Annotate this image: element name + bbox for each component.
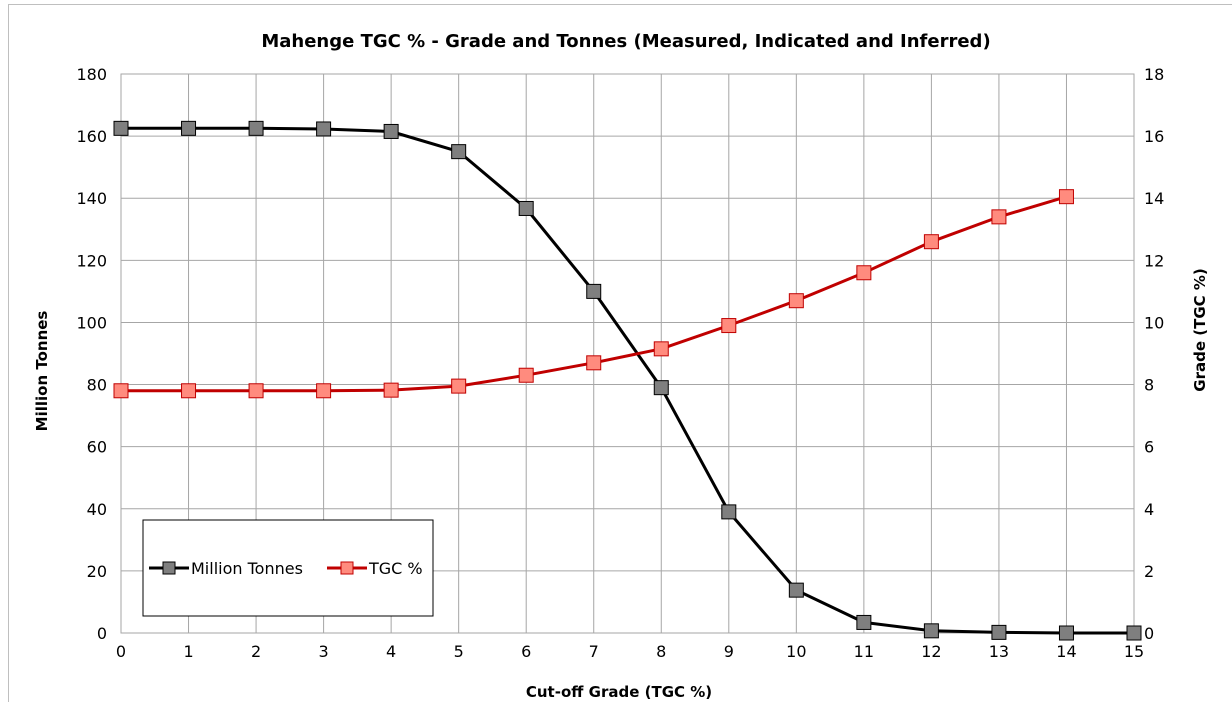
legend-marker-tgc xyxy=(340,561,354,575)
y-axis-right-title: Grade (TGC %) xyxy=(1191,268,1209,391)
data-point-0 xyxy=(923,623,939,639)
data-point-1 xyxy=(113,383,129,399)
y-left-tick-label: 120 xyxy=(76,251,107,270)
y-left-tick-label: 80 xyxy=(87,376,107,395)
data-point-0 xyxy=(383,123,399,139)
x-tick-label: 12 xyxy=(921,642,941,661)
y-right-tick-label: 6 xyxy=(1144,438,1154,457)
data-point-1 xyxy=(1058,189,1074,205)
data-point-0 xyxy=(181,120,197,136)
data-point-1 xyxy=(923,234,939,250)
data-point-1 xyxy=(991,209,1007,225)
y-right-tick-label: 4 xyxy=(1144,500,1154,519)
x-tick-label: 9 xyxy=(724,642,734,661)
x-tick-label: 11 xyxy=(854,642,874,661)
data-point-0 xyxy=(788,582,804,598)
x-tick-label: 1 xyxy=(183,642,193,661)
y-right-tick-label: 10 xyxy=(1144,313,1164,332)
y-left-tick-label: 0 xyxy=(97,624,107,643)
x-tick-label: 5 xyxy=(454,642,464,661)
legend-label-tgc: TGC % xyxy=(368,559,423,578)
legend-marker-million-tonnes xyxy=(162,561,176,575)
chart-title: Mahenge TGC % - Grade and Tonnes (Measur… xyxy=(261,31,990,52)
x-tick-label: 4 xyxy=(386,642,396,661)
x-tick-label: 14 xyxy=(1056,642,1076,661)
y-right-tick-label: 0 xyxy=(1144,624,1154,643)
y-axis-left-title: Million Tonnes xyxy=(33,311,51,432)
x-tick-label: 7 xyxy=(589,642,599,661)
data-point-0 xyxy=(518,200,534,216)
x-tick-label: 13 xyxy=(989,642,1009,661)
data-point-1 xyxy=(788,293,804,309)
y-left-tick-label: 160 xyxy=(76,127,107,146)
data-point-1 xyxy=(721,318,737,334)
y-left-tick-label: 180 xyxy=(76,65,107,84)
y-right-tick-label: 16 xyxy=(1144,127,1164,146)
x-tick-label: 10 xyxy=(786,642,806,661)
data-point-0 xyxy=(1058,625,1074,641)
x-tick-label: 6 xyxy=(521,642,531,661)
chart-canvas: Mahenge TGC % - Grade and Tonnes (Measur… xyxy=(33,31,1209,701)
data-point-1 xyxy=(856,265,872,281)
x-axis-title: Cut-off Grade (TGC %) xyxy=(526,683,712,701)
data-point-0 xyxy=(316,121,332,137)
y-left-tick-label: 20 xyxy=(87,562,107,581)
data-point-1 xyxy=(248,383,264,399)
x-tick-label: 3 xyxy=(319,642,329,661)
data-point-0 xyxy=(113,120,129,136)
data-point-1 xyxy=(518,367,534,383)
y-left-tick-label: 140 xyxy=(76,189,107,208)
y-right-tick-label: 14 xyxy=(1144,189,1164,208)
y-left-tick-label: 100 xyxy=(76,313,107,332)
chart-frame: Mahenge TGC % - Grade and Tonnes (Measur… xyxy=(8,4,1232,702)
data-point-0 xyxy=(586,283,602,299)
y-right-tick-label: 8 xyxy=(1144,376,1154,395)
series-layer xyxy=(113,120,1142,641)
data-point-0 xyxy=(856,614,872,630)
x-tick-label: 15 xyxy=(1124,642,1144,661)
data-point-0 xyxy=(248,120,264,136)
data-point-1 xyxy=(653,341,669,357)
data-point-1 xyxy=(451,378,467,394)
data-point-0 xyxy=(721,504,737,520)
data-point-0 xyxy=(653,380,669,396)
y-right-tick-label: 18 xyxy=(1144,65,1164,84)
legend: Million Tonnes TGC % xyxy=(142,519,434,617)
data-point-1 xyxy=(181,383,197,399)
y-left-tick-label: 60 xyxy=(87,438,107,457)
plot-area xyxy=(120,73,1135,634)
y-left-tick-label: 40 xyxy=(87,500,107,519)
y-right-tick-label: 12 xyxy=(1144,251,1164,270)
data-point-0 xyxy=(1126,625,1142,641)
x-tick-label: 0 xyxy=(116,642,126,661)
data-point-1 xyxy=(586,355,602,371)
data-point-0 xyxy=(991,624,1007,640)
x-tick-label: 8 xyxy=(656,642,666,661)
x-tick-label: 2 xyxy=(251,642,261,661)
data-point-1 xyxy=(316,383,332,399)
data-point-0 xyxy=(451,144,467,160)
y-right-tick-label: 2 xyxy=(1144,562,1154,581)
grid xyxy=(120,73,1135,634)
axes: 0 1 2 3 4 5 6 7 8 9 10 11 12 13 14 15020406080100120140… xyxy=(76,65,1164,661)
legend-label-million-tonnes: Million Tonnes xyxy=(191,559,303,578)
data-point-1 xyxy=(383,382,399,398)
series-line-0 xyxy=(121,126,1134,635)
legend-box xyxy=(142,519,434,617)
